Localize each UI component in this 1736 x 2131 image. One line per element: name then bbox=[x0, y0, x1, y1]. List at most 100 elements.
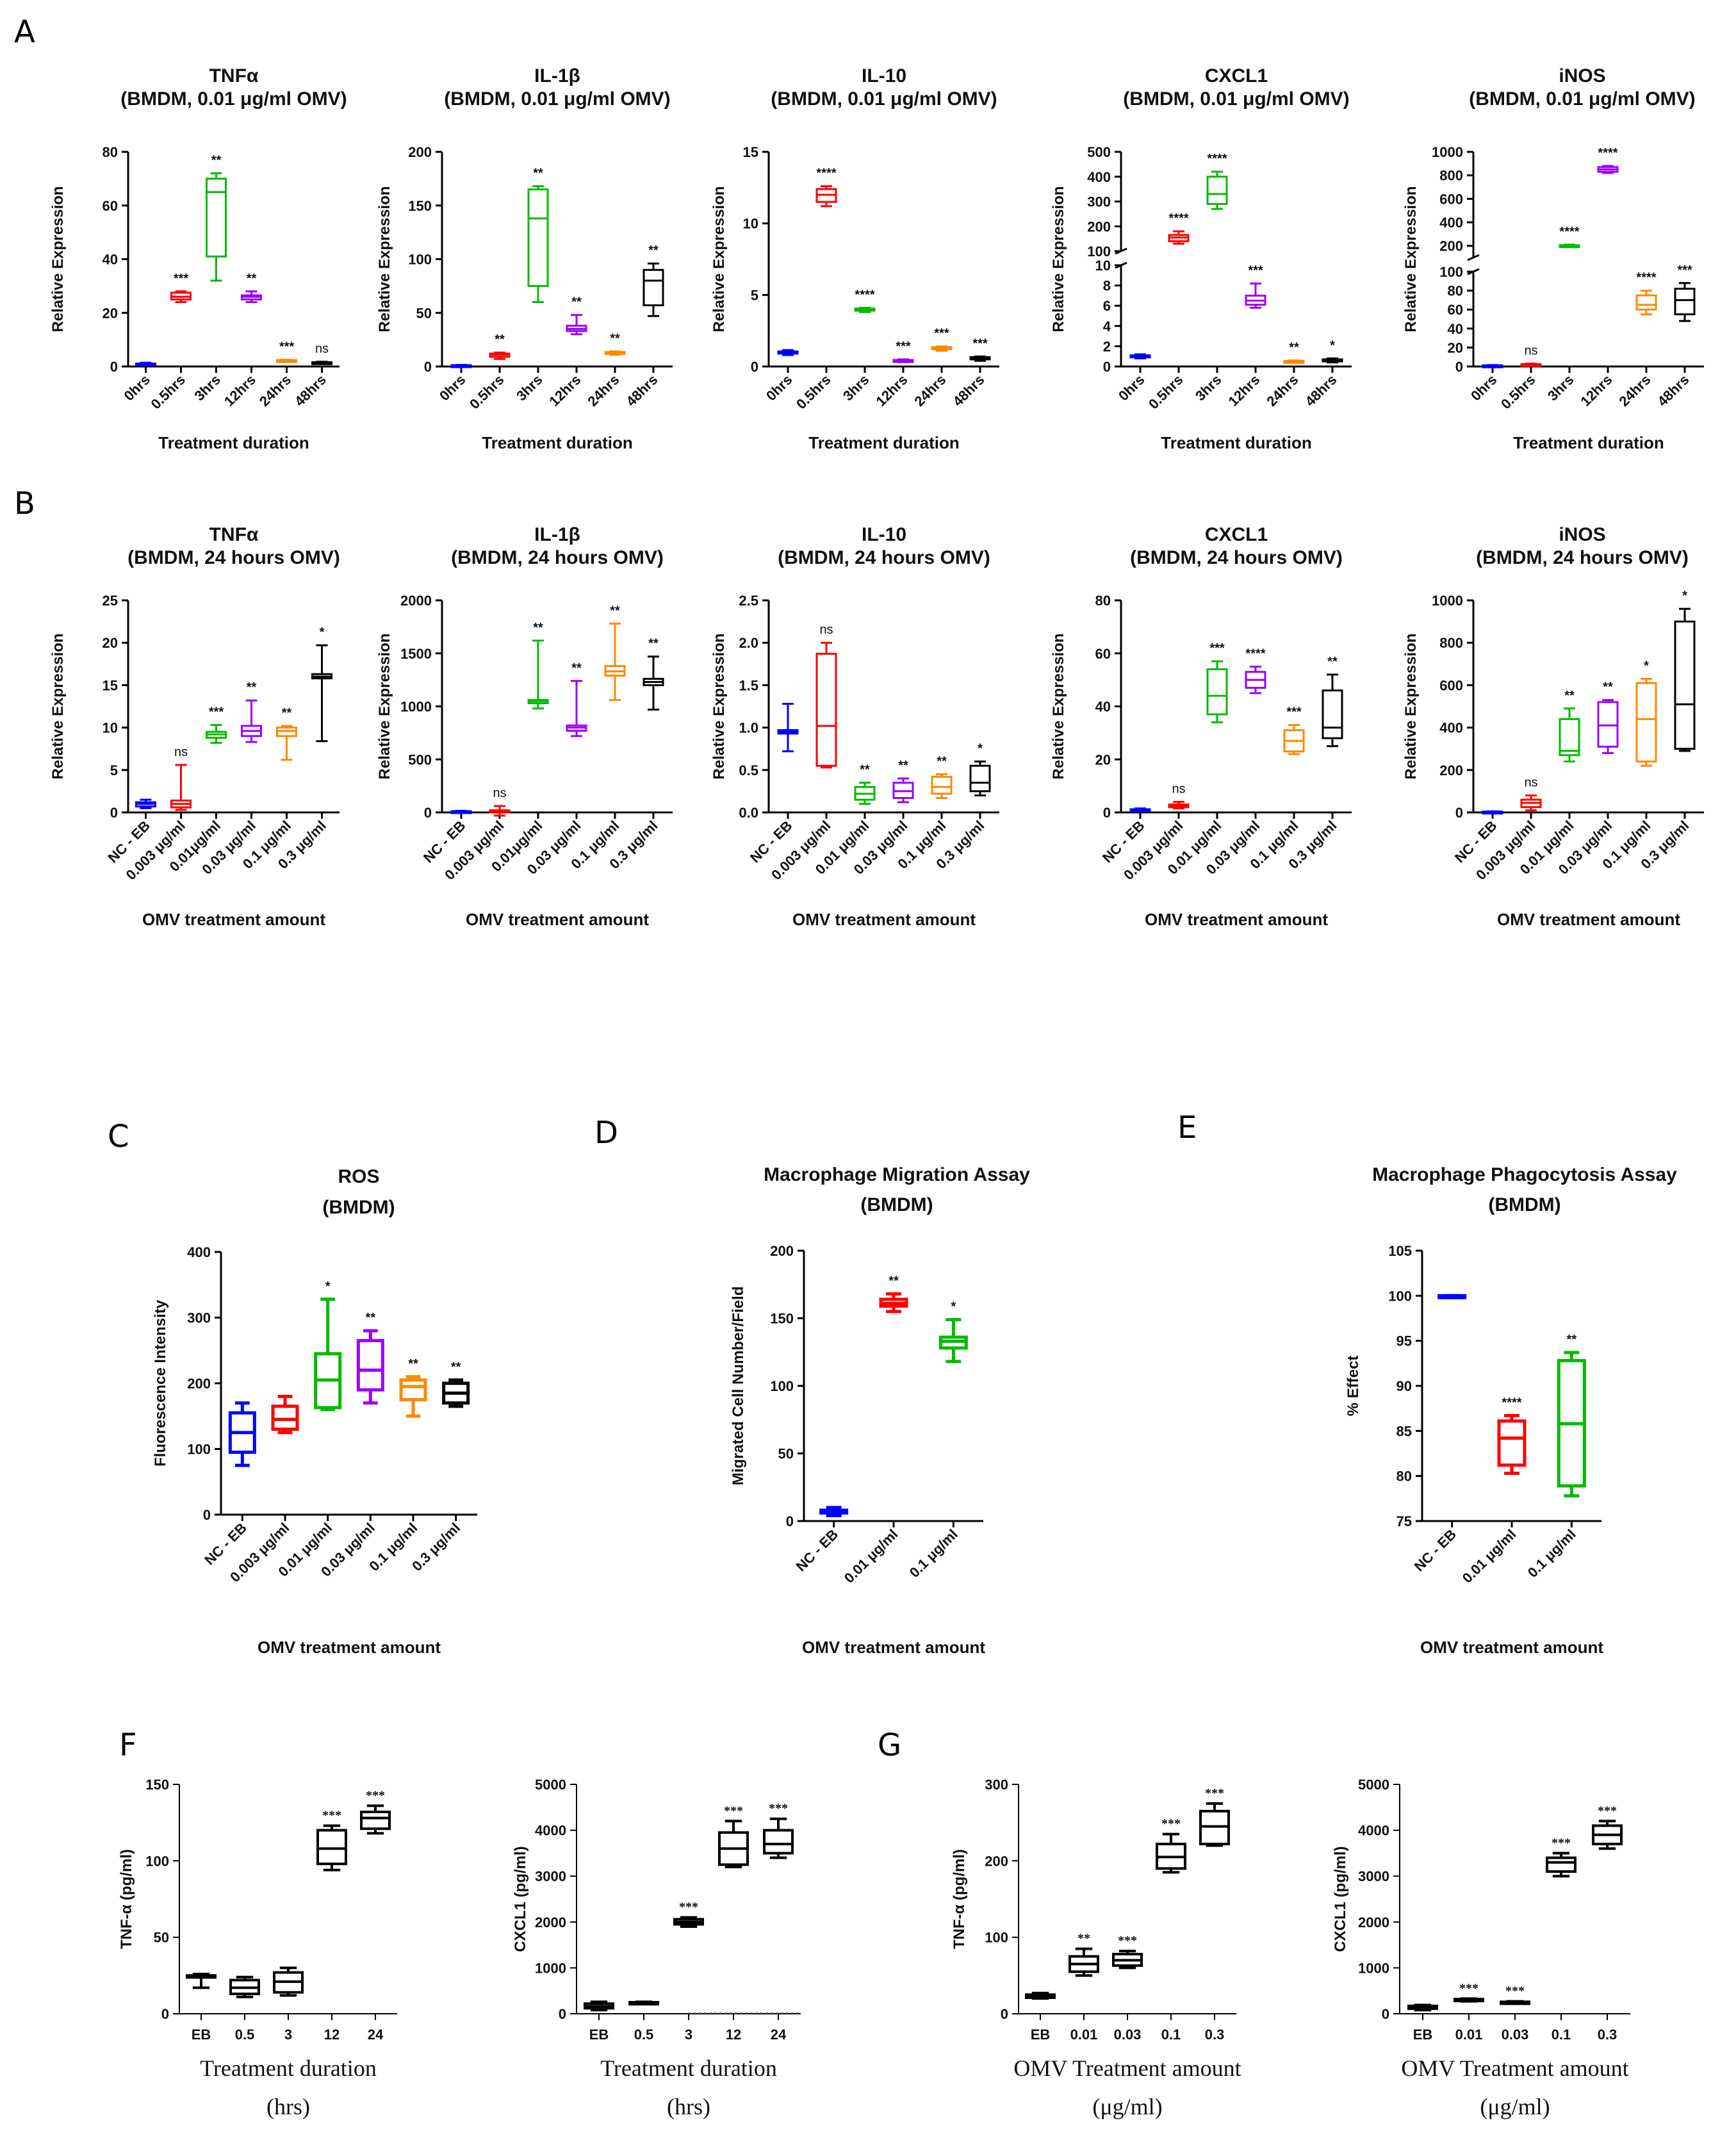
chart-subtitle: (BMDM, 0.01 μg/ml OMV) bbox=[120, 88, 347, 110]
x-axis-title: Treatment duration bbox=[482, 433, 632, 452]
box-iqr bbox=[1497, 1419, 1527, 1467]
box-0.01-g-ml: *** bbox=[206, 705, 227, 744]
box-0.03--g-ml: **** bbox=[1245, 646, 1266, 695]
y-tick-label: 400 bbox=[1087, 169, 1111, 185]
significance-label: **** bbox=[1559, 225, 1579, 239]
x-axis-title: Treatment duration bbox=[200, 2055, 377, 2081]
x-tick-label: 48hrs bbox=[623, 372, 660, 409]
box-iqr bbox=[527, 188, 549, 287]
x-tick-label: 48hrs bbox=[291, 372, 329, 409]
significance-label: ** bbox=[495, 333, 505, 347]
box-0.1: *** bbox=[1546, 1836, 1576, 1878]
y-tick-label: 60 bbox=[1095, 646, 1111, 662]
significance-label: *** bbox=[1161, 1817, 1181, 1831]
x-tick-label: 48hrs bbox=[949, 372, 987, 409]
box-0.3--g-ml: * bbox=[311, 625, 332, 743]
box-NC---EB bbox=[1129, 807, 1151, 812]
y-tick-label: 95 bbox=[1396, 1333, 1412, 1349]
box-iqr bbox=[1206, 176, 1228, 205]
x-axis-unit: (μg/ml) bbox=[1092, 2094, 1162, 2119]
y-tick-label: 1000 bbox=[1358, 1960, 1389, 1976]
y-tick-label: 800 bbox=[1439, 168, 1463, 184]
significance-label: ** bbox=[571, 661, 582, 675]
significance-label: ** bbox=[247, 272, 257, 286]
y-tick-label: 0 bbox=[161, 2006, 169, 2022]
significance-label: ns bbox=[819, 623, 833, 637]
y-tick-label: 2 bbox=[1103, 338, 1111, 354]
significance-label: ** bbox=[1077, 1932, 1090, 1946]
y-tick-label: 6 bbox=[1103, 298, 1111, 314]
y-tick-label: 0 bbox=[1103, 359, 1111, 375]
x-axis-title: OMV treatment amount bbox=[142, 910, 325, 929]
significance-label: ** bbox=[648, 637, 659, 651]
y-tick-label: 0 bbox=[1455, 805, 1463, 821]
significance-label: ** bbox=[1567, 1333, 1577, 1347]
box-24: *** bbox=[360, 1788, 391, 1835]
significance-label: *** bbox=[1205, 1786, 1224, 1800]
box-12hrs: *** bbox=[1245, 263, 1266, 309]
significance-label: *** bbox=[174, 272, 189, 286]
y-tick-label: 20 bbox=[1448, 340, 1463, 356]
x-tick-label: 0hrs bbox=[436, 372, 469, 404]
significance-label: ** bbox=[860, 763, 870, 777]
y-axis-label: Relative Expression bbox=[710, 186, 728, 332]
y-axis-label: Relative Expression bbox=[710, 633, 728, 779]
box-0.1--g-ml: ** bbox=[604, 604, 626, 702]
significance-label: ** bbox=[408, 1357, 418, 1371]
x-tick-label: 12hrs bbox=[872, 372, 910, 409]
x-axis-title: OMV treatment amount bbox=[1145, 910, 1328, 929]
y-tick-label: 0 bbox=[203, 1507, 211, 1523]
panel-letter-B: B bbox=[14, 486, 35, 522]
x-axis-title: OMV treatment amount bbox=[1497, 910, 1680, 929]
box-3hrs: ** bbox=[206, 154, 227, 282]
y-tick-label: 0 bbox=[1382, 2006, 1389, 2022]
box-0.3: *** bbox=[1199, 1786, 1230, 1847]
box-48hrs: *** bbox=[1674, 263, 1696, 322]
significance-label: ** bbox=[533, 621, 543, 635]
y-axis-label: Relative Expression bbox=[376, 186, 393, 332]
y-tick-label: 150 bbox=[770, 1311, 794, 1327]
chart-title: TNFα bbox=[209, 65, 259, 86]
y-tick-label: 400 bbox=[1439, 215, 1463, 231]
y-axis-label: Relative Expression bbox=[1050, 633, 1067, 779]
x-axis-title: Treatment duration bbox=[808, 433, 959, 452]
x-tick-label: 0.3 bbox=[1598, 2027, 1617, 2043]
x-tick-label: 24hrs bbox=[1616, 372, 1653, 409]
y-tick-label: 500 bbox=[408, 752, 432, 768]
y-axis-label: Relative Expression bbox=[49, 633, 67, 779]
y-tick-label: 50 bbox=[778, 1446, 794, 1462]
y-tick-label: 15 bbox=[102, 677, 118, 693]
y-tick-label: 200 bbox=[770, 1243, 794, 1259]
box-0.03--g-ml: ** bbox=[356, 1311, 384, 1405]
y-tick-label: 100 bbox=[770, 1378, 794, 1394]
box-0.01--g-ml: **** bbox=[1497, 1395, 1527, 1475]
x-tick-label: 12hrs bbox=[221, 372, 259, 409]
y-tick-label: 2.0 bbox=[739, 635, 758, 651]
chart-D: Macrophage Migration Assay (BMDM) 0 50 100 15… bbox=[730, 1164, 1030, 1657]
chart-title: IL-1β bbox=[534, 65, 580, 86]
x-tick-label: 0hrs bbox=[1115, 372, 1148, 404]
chart-title: CXCL1 bbox=[1205, 65, 1268, 86]
x-tick-label: 24 bbox=[368, 2027, 384, 2043]
x-tick-label: 3hrs bbox=[840, 372, 872, 404]
box-3hrs: **** bbox=[854, 288, 876, 313]
box-0.01--g-ml: *** bbox=[1206, 641, 1228, 723]
significance-label: **** bbox=[1636, 271, 1656, 285]
chart-title: ROS bbox=[338, 1166, 379, 1187]
x-tick-label: 0.01 bbox=[1070, 2027, 1098, 2043]
box-0.03--g-ml: ** bbox=[566, 661, 587, 737]
x-axis-title: Treatment duration bbox=[1513, 433, 1664, 452]
y-tick-label: 40 bbox=[102, 252, 118, 268]
y-tick-label: 4 bbox=[1103, 318, 1111, 334]
x-axis-title: OMV Treatment amount bbox=[1013, 2055, 1241, 2081]
chart-G1: 0 100 200 300 TNF-α (pg/ml) EB 0.01 0.03 0.1 0.3 O… bbox=[951, 1777, 1241, 2119]
y-tick-label: 0 bbox=[424, 359, 432, 375]
box-EB bbox=[1025, 1991, 1056, 2000]
y-axis-label: Fluorescence Intensity bbox=[152, 1299, 169, 1467]
y-tick-label: 0 bbox=[1001, 2006, 1008, 2022]
y-tick-label: 0 bbox=[1103, 805, 1111, 821]
y-tick-label: 40 bbox=[1448, 321, 1463, 337]
box-0.01--g-ml: * bbox=[314, 1279, 342, 1411]
y-axis-label: Migrated Cell Number/Field bbox=[730, 1287, 747, 1486]
